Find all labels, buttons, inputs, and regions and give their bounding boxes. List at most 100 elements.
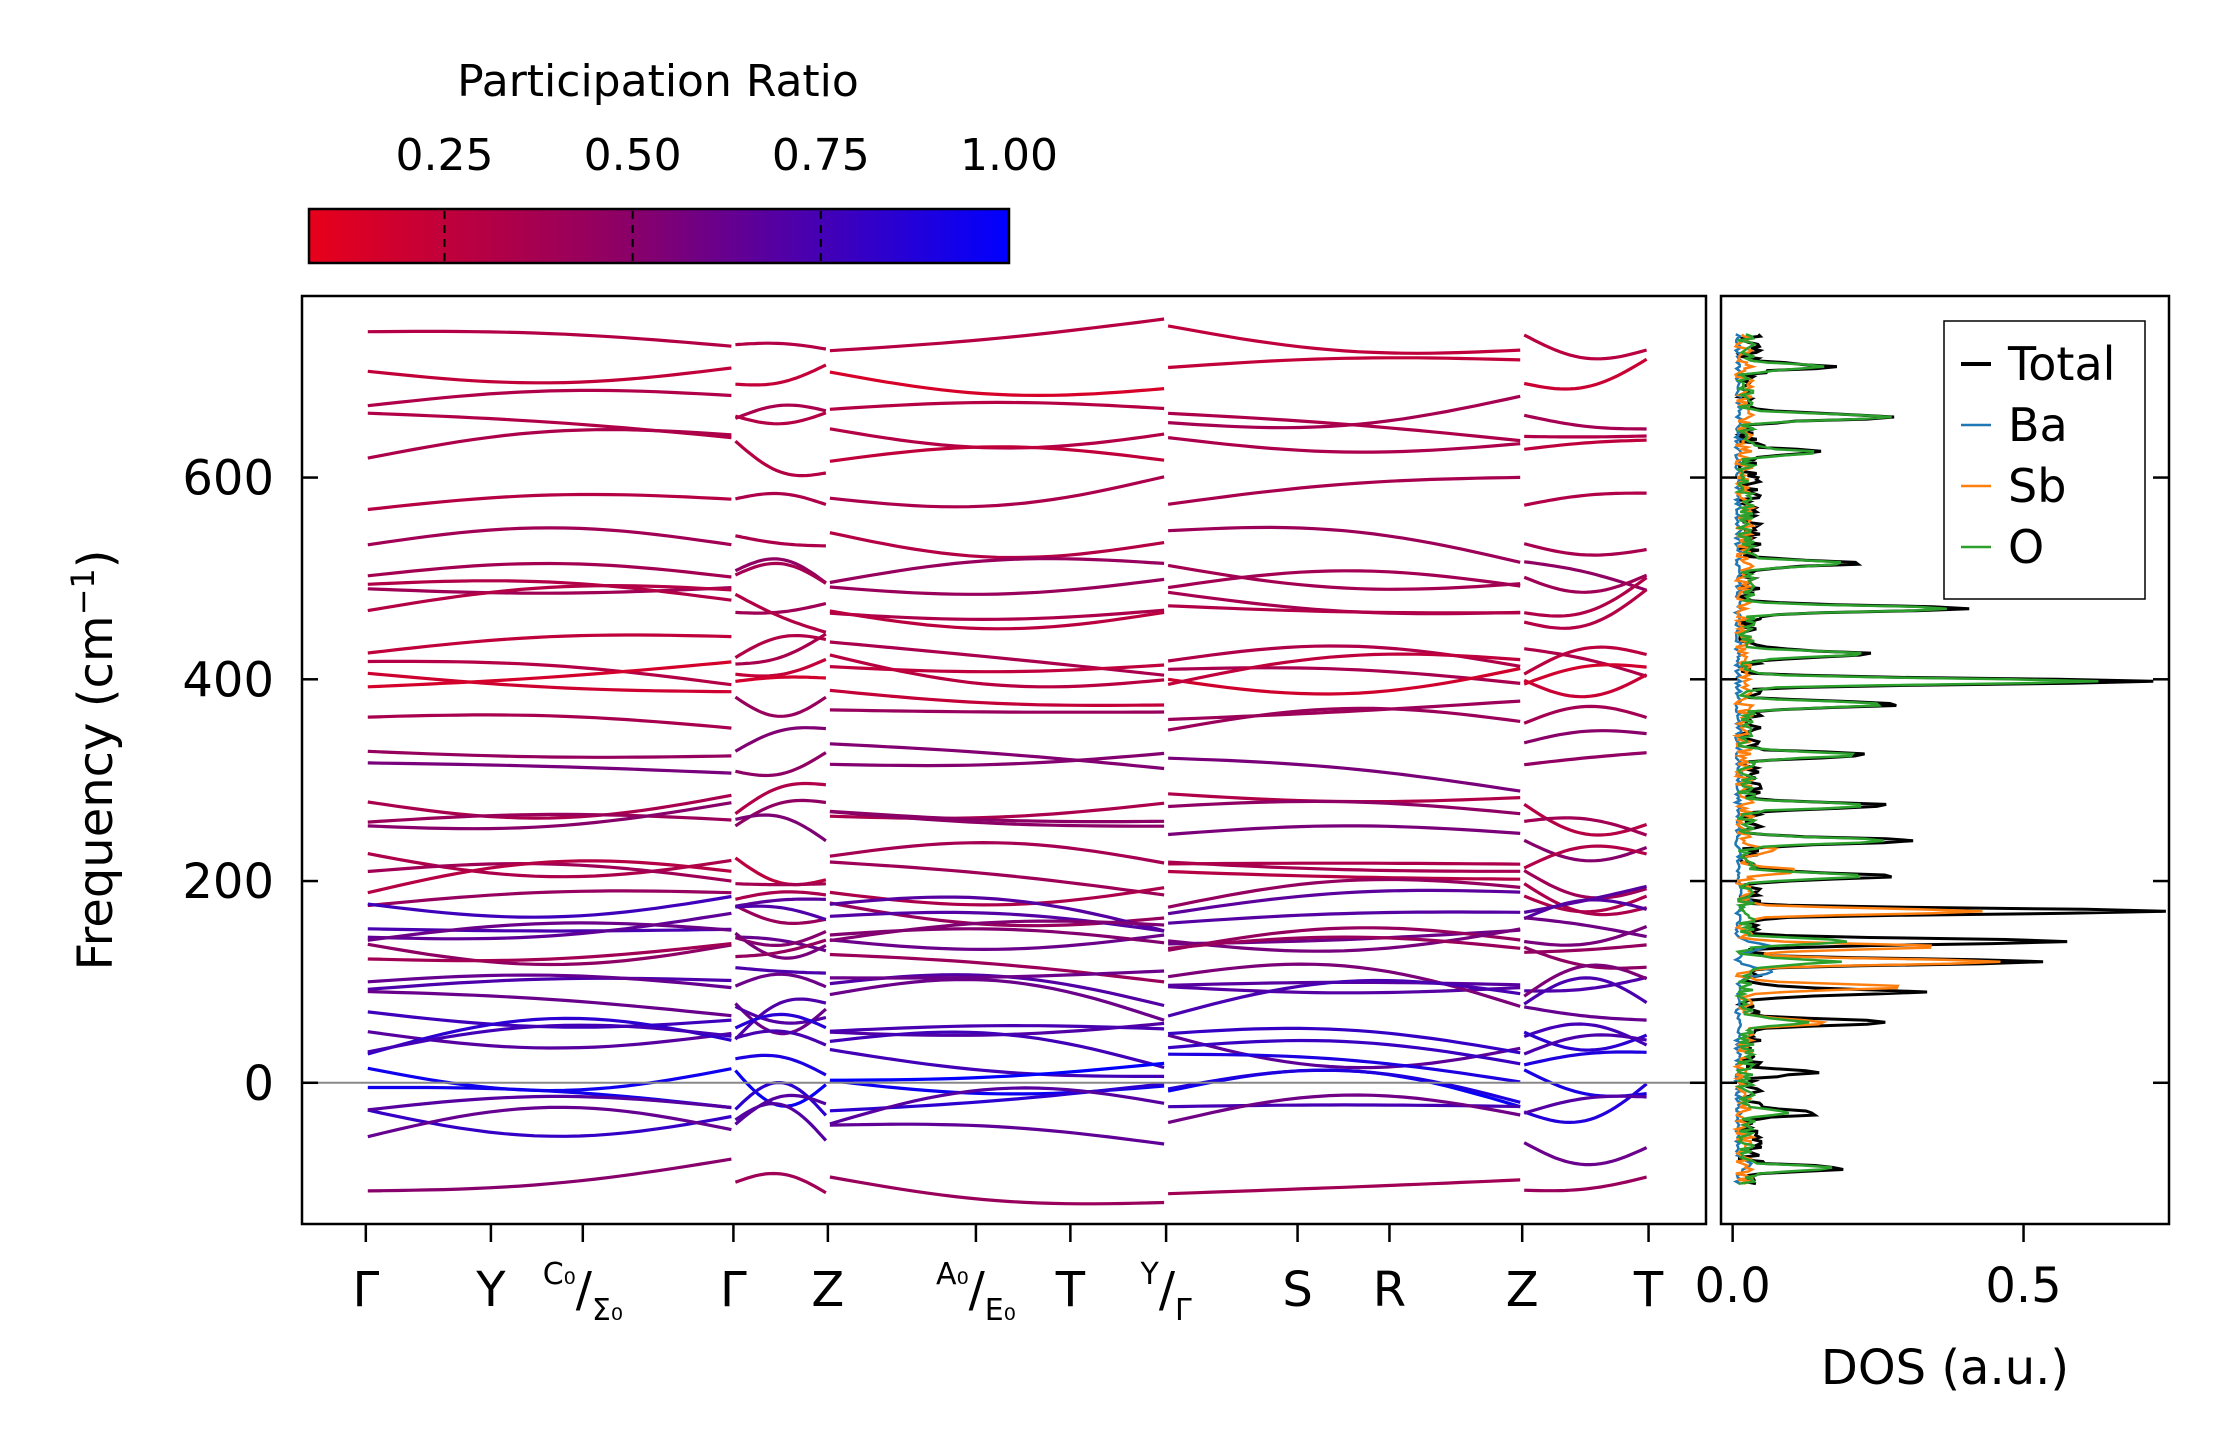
band-branch: [734, 1093, 827, 1126]
band-branch: [829, 556, 1165, 585]
y-axis-label: Frequency (cm−1): [64, 549, 124, 970]
band-branch: [735, 897, 826, 908]
band-branch: [367, 659, 732, 687]
band-branch: [735, 751, 827, 778]
band-branch: [735, 1053, 827, 1077]
band-branch: [829, 427, 1165, 450]
legend-entries: Total Ba Sb O: [1961, 337, 2115, 574]
band-branch: [1167, 666, 1521, 696]
band-branch: [1168, 869, 1521, 881]
band-branch: [1523, 576, 1648, 618]
band-branch: [735, 675, 826, 683]
dos-panel: 0.0 0.5 DOS (a.u.) Total Ba Sb O: [1694, 294, 2171, 1396]
band-branch: [1167, 824, 1521, 837]
band-branch: [1523, 1050, 1647, 1067]
band-branch: [367, 660, 732, 689]
x-tick-label: Γ: [352, 1262, 379, 1318]
band-branch: [367, 1023, 732, 1054]
x-tick-label: C₀/Σ₀: [543, 1257, 623, 1328]
band-branch: [1523, 1030, 1648, 1052]
dos-ticks: 0.0 0.5: [1694, 476, 2169, 1314]
band-branch: [734, 1012, 827, 1030]
band-branch: [1167, 1038, 1521, 1066]
band-branch: [1524, 434, 1647, 439]
band-branch: [1523, 645, 1647, 676]
band-lines: [367, 317, 1648, 1206]
y-tick-label: 0: [243, 1056, 274, 1112]
colorbar-tick-label: 0.25: [395, 130, 493, 181]
band-branch: [829, 531, 1165, 560]
band-branch: [1523, 1094, 1647, 1115]
band-branch: [1168, 799, 1521, 816]
band-branch: [367, 859, 732, 895]
band-branch: [367, 852, 732, 879]
band-branch: [735, 935, 827, 953]
band-branch: [1523, 844, 1647, 870]
y-axis-label-close: ): [68, 549, 124, 568]
band-branch: [1523, 1033, 1647, 1056]
band-branch: [829, 1047, 1165, 1079]
band-branch: [734, 997, 827, 1041]
band-branch: [735, 341, 827, 351]
band-branch: [734, 904, 827, 926]
band-branch: [1523, 925, 1648, 947]
band-branch: [367, 973, 732, 990]
band-branch: [1167, 475, 1521, 506]
band-branch: [829, 1061, 1165, 1082]
x-tick-label: R: [1373, 1262, 1406, 1318]
band-branch: [1523, 976, 1648, 1006]
band-branch: [1524, 560, 1648, 592]
band-branch: [1168, 861, 1521, 866]
band-branch: [1523, 491, 1647, 507]
band-branch: [1523, 647, 1648, 678]
band-branch: [1524, 751, 1647, 767]
band-branch: [367, 942, 732, 963]
band-branch: [829, 400, 1165, 411]
colorbar-ticks: 0.25 0.50 0.75 1.00: [395, 130, 1058, 261]
band-branch: [367, 911, 732, 941]
legend-box: [1943, 320, 2146, 600]
band-branch: [367, 989, 732, 1018]
band-branch: [1524, 1175, 1647, 1193]
band-branch: [367, 492, 732, 512]
band-branch: [367, 801, 732, 831]
x-tick-label-slash: /: [576, 1262, 593, 1318]
x-tick-label: A₀/E₀: [936, 1257, 1016, 1328]
legend-label: Sb: [2008, 459, 2066, 513]
band-branch: [1167, 706, 1521, 732]
band-branch: [829, 969, 1165, 980]
band-branch: [367, 633, 732, 655]
band-branch: [734, 695, 827, 718]
band-branch: [1168, 604, 1521, 615]
band-branch: [1523, 704, 1648, 725]
band-branch: [367, 761, 732, 775]
colorbar-title: Participation Ratio: [457, 56, 859, 107]
band-branch: [367, 671, 732, 694]
band-branch: [1167, 1068, 1521, 1104]
band-branch: [367, 921, 732, 942]
band-branch: [1523, 816, 1648, 837]
band-branch: [1168, 411, 1521, 443]
band-branch: [829, 1175, 1165, 1206]
band-branch: [829, 742, 1165, 771]
legend-label: Ba: [2008, 398, 2068, 452]
band-branch: [735, 882, 826, 887]
band-branch: [1167, 926, 1521, 952]
band-branch: [1168, 756, 1521, 793]
band-branch: [829, 895, 1165, 933]
band-branch: [367, 976, 732, 991]
band-branch: [1167, 1033, 1521, 1070]
band-branch: [367, 1105, 732, 1139]
band-branch: [1167, 652, 1521, 686]
band-branch: [1167, 324, 1521, 355]
band-branch: [1523, 838, 1648, 863]
x-tick-label-lower: Γ: [1175, 1293, 1192, 1328]
band-branch: [735, 363, 827, 387]
band-branch: [829, 952, 1165, 984]
band-branch: [734, 561, 827, 585]
band-branch: [735, 813, 827, 843]
band-branch: [829, 840, 1165, 865]
band-branch: [829, 708, 1165, 714]
